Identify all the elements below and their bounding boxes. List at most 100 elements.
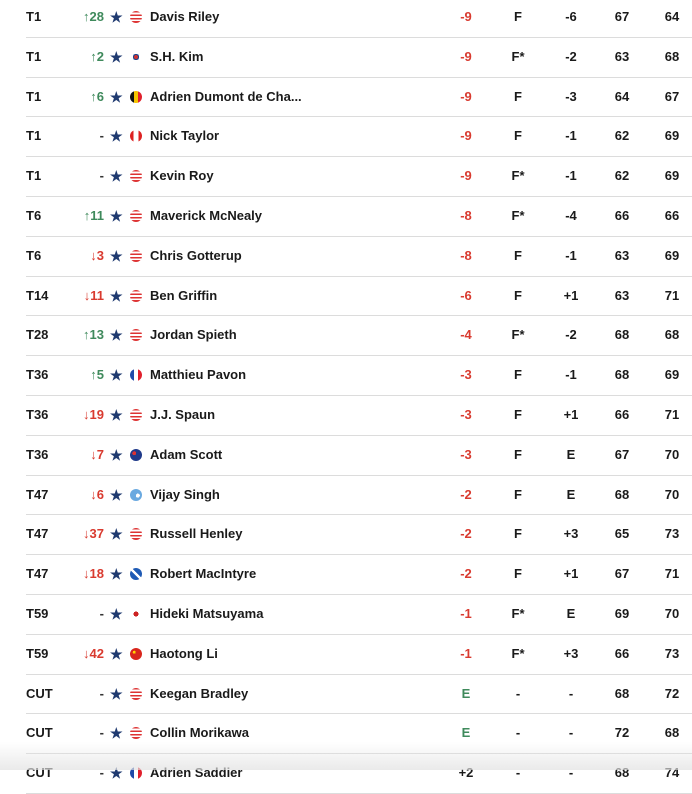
player-name[interactable]: Vijay Singh (150, 486, 220, 502)
table-row[interactable]: T1 - ★ Nick Taylor -9 F -1 62 69 (26, 117, 692, 158)
total-score: -4 (460, 327, 472, 343)
flag-icon (130, 687, 142, 700)
player-name[interactable]: Matthieu Pavon (150, 367, 247, 383)
position: T1 (26, 128, 42, 144)
position: T1 (26, 168, 42, 184)
today-score: -2 (565, 327, 577, 343)
star-icon[interactable]: ★ (110, 207, 123, 224)
star-icon[interactable]: ★ (110, 128, 123, 145)
player-name[interactable]: Jordan Spieth (150, 327, 237, 343)
position: T14 (26, 287, 49, 303)
player-name[interactable]: Ben Griffin (150, 287, 218, 303)
star-icon[interactable]: ★ (110, 88, 123, 105)
position: T6 (26, 247, 42, 263)
star-icon[interactable]: ★ (110, 327, 123, 344)
star-icon[interactable]: ★ (110, 486, 123, 503)
star-icon[interactable]: ★ (110, 48, 123, 65)
player-name[interactable]: Davis Riley (150, 9, 220, 24)
player-name[interactable]: Robert MacIntyre (150, 566, 257, 582)
player-name[interactable]: Adrien Dumont de Cha... (150, 88, 302, 104)
position: T47 (26, 566, 49, 582)
round-2-score: 68 (664, 725, 680, 741)
round-2-score: 69 (664, 128, 680, 144)
star-icon[interactable]: ★ (110, 765, 123, 782)
thru: F (514, 287, 522, 303)
round-2-score: 73 (664, 526, 680, 542)
position: T36 (26, 446, 49, 462)
star-icon[interactable]: ★ (110, 367, 123, 384)
thru: F (514, 247, 522, 263)
round-1-score: 72 (614, 725, 630, 741)
table-row[interactable]: T28 ↑13 ★ Jordan Spieth -4 F* -2 68 68 (26, 316, 692, 357)
position-movement: ↓7 (90, 446, 104, 462)
star-icon[interactable]: ★ (110, 9, 123, 25)
star-icon[interactable]: ★ (110, 605, 123, 622)
table-row[interactable]: T47 ↓37 ★ Russell Henley -2 F +3 65 73 (26, 515, 692, 556)
flag-icon (130, 90, 142, 103)
flag-icon (130, 767, 142, 780)
star-icon[interactable]: ★ (110, 645, 123, 662)
star-icon[interactable]: ★ (110, 168, 123, 185)
player-name[interactable]: Nick Taylor (150, 128, 220, 144)
table-row[interactable]: T36 ↑5 ★ Matthieu Pavon -3 F -1 68 69 (26, 356, 692, 396)
star-icon[interactable]: ★ (110, 406, 123, 423)
position-movement: ↑11 (83, 207, 104, 223)
table-row[interactable]: T47 ↓18 ★ Robert MacIntyre -2 F +1 67 71 (26, 555, 692, 595)
player-name[interactable]: Keegan Bradley (150, 685, 249, 701)
position-movement: ↑5 (90, 367, 104, 383)
player-name[interactable]: Russell Henley (150, 526, 243, 542)
player-name[interactable]: S.H. Kim (150, 48, 204, 64)
flag-icon (130, 488, 142, 501)
table-row[interactable]: T59 - ★ Hideki Matsuyama -1 F* E 69 70 (26, 595, 692, 635)
position-movement: - (99, 725, 104, 741)
table-row[interactable]: T47 ↓6 ★ Vijay Singh -2 F E 68 70 (26, 476, 692, 516)
table-row[interactable]: T36 ↓7 ★ Adam Scott -3 F E 67 70 (26, 436, 692, 476)
position-movement: - (99, 685, 104, 701)
table-row[interactable]: T1 ↑28 ★ Davis Riley -9 F -6 67 64 (26, 0, 692, 38)
position: T47 (26, 526, 49, 542)
total-score: -2 (460, 566, 472, 582)
star-icon[interactable]: ★ (110, 287, 123, 304)
table-row[interactable]: T59 ↓42 ★ Haotong Li -1 F* +3 66 73 (26, 635, 692, 675)
star-icon[interactable]: ★ (110, 247, 123, 264)
player-name[interactable]: J.J. Spaun (150, 406, 216, 422)
position: CUT (26, 765, 53, 781)
player-name[interactable]: Collin Morikawa (150, 725, 249, 741)
round-2-score: 64 (664, 9, 680, 24)
total-score: E (461, 725, 471, 741)
table-row[interactable]: T1 ↑2 ★ S.H. Kim -9 F* -2 63 68 (26, 38, 692, 78)
table-row[interactable]: T1 ↑6 ★ Adrien Dumont de Cha... -9 F -3 64 67 (26, 78, 692, 118)
table-row[interactable]: T6 ↑11 ★ Maverick McNealy -8 F* -4 66 66 (26, 197, 692, 237)
today-score: - (568, 685, 574, 701)
player-name[interactable]: Hideki Matsuyama (150, 605, 264, 621)
player-name[interactable]: Haotong Li (150, 645, 218, 661)
position-movement: - (99, 605, 104, 621)
today-score: -4 (565, 207, 577, 223)
player-name[interactable]: Adam Scott (150, 446, 223, 462)
position-movement: ↓19 (83, 406, 104, 422)
table-row[interactable]: T14 ↓11 ★ Ben Griffin -6 F +1 63 71 (26, 277, 692, 317)
star-icon[interactable]: ★ (110, 446, 123, 463)
star-icon[interactable]: ★ (110, 526, 123, 543)
table-row[interactable]: T6 ↓3 ★ Chris Gotterup -8 F -1 63 69 (26, 237, 692, 277)
player-name[interactable]: Adrien Saddier (150, 765, 243, 781)
today-score: -1 (565, 168, 577, 184)
player-name[interactable]: Kevin Roy (150, 168, 214, 184)
table-row[interactable]: CUT - ★ Adrien Saddier +2- -68 74 (26, 754, 692, 794)
today-score: +3 (563, 645, 579, 661)
player-name[interactable]: Maverick McNealy (150, 207, 263, 223)
position-movement: - (99, 168, 104, 184)
position-movement: ↑2 (90, 48, 104, 64)
flag-icon (130, 289, 142, 302)
table-row[interactable]: CUT - ★ Keegan Bradley E - -68 72 (26, 675, 692, 715)
total-score: -8 (460, 247, 472, 263)
star-icon[interactable]: ★ (110, 566, 123, 583)
star-icon[interactable]: ★ (110, 725, 123, 742)
table-row[interactable]: CUT - ★ Collin Morikawa E - -72 68 (26, 714, 692, 755)
star-icon[interactable]: ★ (110, 685, 123, 702)
table-row[interactable]: T36 ↓19 ★ J.J. Spaun -3 F +1 66 71 (26, 396, 692, 436)
table-row[interactable]: T1 - ★ Kevin Roy -9 F* -1 62 69 (26, 157, 692, 197)
thru: F* (511, 48, 525, 64)
player-name[interactable]: Chris Gotterup (150, 247, 242, 263)
flag-icon (130, 249, 142, 262)
